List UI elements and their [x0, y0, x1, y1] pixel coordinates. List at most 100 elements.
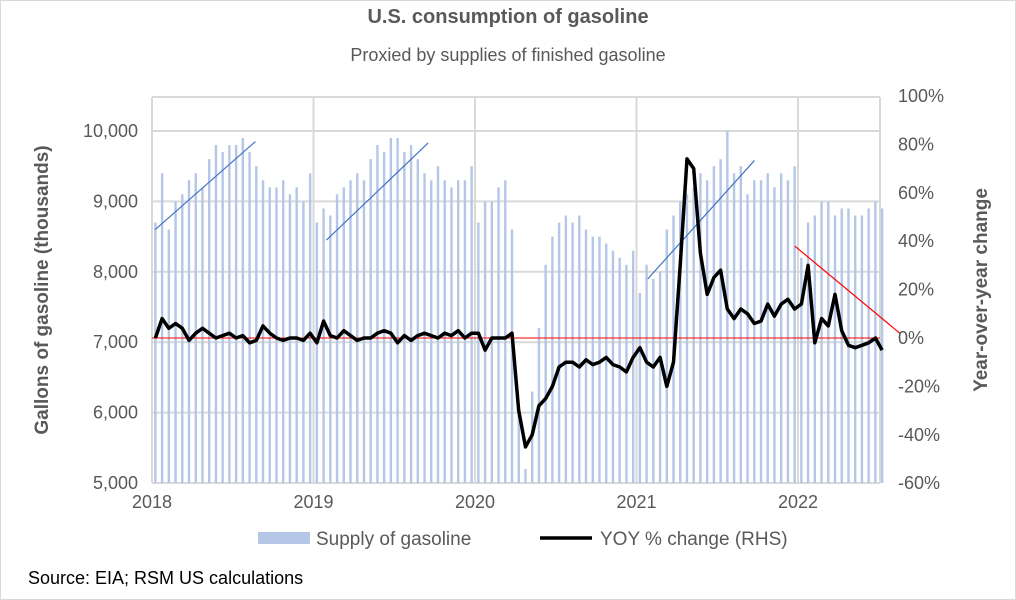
legend-label-yoy: YOY % change (RHS) — [600, 529, 788, 550]
supply-bar — [564, 215, 568, 484]
supply-bar — [880, 208, 884, 483]
supply-bar — [820, 201, 823, 483]
supply-bar — [699, 173, 702, 484]
supply-bar — [282, 180, 285, 483]
supply-bar — [322, 208, 325, 483]
supply-bar — [416, 159, 420, 483]
y2-tick-label: 0% — [898, 328, 924, 348]
supply-bar — [658, 271, 662, 483]
supply-bar — [591, 236, 594, 483]
trendline — [154, 141, 256, 231]
supply-bar — [739, 166, 743, 483]
y2-tick-label: 40% — [898, 231, 934, 251]
supply-bar — [874, 201, 877, 483]
y2-tick-label: 20% — [898, 280, 934, 300]
supply-bar — [214, 145, 218, 483]
supply-bar — [544, 264, 547, 483]
supply-bar — [584, 229, 588, 483]
supply-bar — [194, 173, 197, 484]
supply-bar — [207, 159, 211, 483]
supply-bar — [665, 229, 668, 483]
supply-bar — [800, 257, 803, 483]
supply-bar — [302, 201, 305, 483]
supply-bar — [349, 180, 352, 483]
supply-bar — [753, 180, 756, 483]
supply-bar — [356, 173, 359, 484]
y-tick-label: 10,000 — [83, 121, 138, 141]
supply-bar — [423, 173, 426, 484]
supply-bar — [611, 250, 615, 483]
supply-bar — [436, 166, 440, 483]
y-tick-label: 8,000 — [93, 262, 138, 282]
supply-bar — [315, 222, 319, 483]
supply-bar — [779, 173, 783, 484]
supply-bar — [746, 194, 749, 484]
supply-bar — [786, 180, 790, 483]
supply-bar — [813, 215, 817, 484]
trendline — [647, 160, 755, 280]
x-tick-label: 2019 — [293, 492, 333, 512]
y2-tick-label: -40% — [898, 425, 940, 445]
supply-bar — [477, 222, 480, 483]
supply-bar — [867, 208, 870, 483]
y-tick-label: 5,000 — [93, 473, 138, 493]
supply-bar — [571, 222, 574, 483]
supply-bar — [181, 194, 184, 484]
supply-bar — [833, 215, 837, 484]
y2-tick-label: 80% — [898, 134, 934, 154]
supply-bar — [605, 243, 608, 483]
y2-axis-label: Year-over-year change — [971, 188, 992, 392]
supply-bar — [389, 138, 393, 484]
y2-tick-label: -20% — [898, 376, 940, 396]
source-note: Source: EIA; RSM US calculations — [28, 568, 304, 588]
supply-bar — [598, 236, 601, 483]
supply-bar — [409, 145, 413, 483]
x-tick-label: 2018 — [132, 492, 172, 512]
supply-bar — [652, 278, 655, 483]
supply-bar — [806, 222, 810, 483]
chart-subtitle: Proxied by supplies of finished gasoline — [350, 45, 666, 65]
supply-bar — [255, 166, 258, 483]
supply-bar — [766, 173, 769, 484]
supply-bar — [234, 145, 238, 483]
supply-bar — [685, 194, 689, 484]
x-tick-label: 2021 — [616, 492, 656, 512]
supply-bar — [228, 145, 231, 483]
supply-bar — [793, 166, 796, 483]
supply-bar — [517, 412, 520, 483]
supply-bar — [160, 173, 164, 484]
supply-bar — [396, 138, 399, 484]
supply-bar — [483, 201, 487, 483]
x-tick-label: 2020 — [455, 492, 495, 512]
y2-tick-label: -60% — [898, 473, 940, 493]
supply-bar — [403, 152, 406, 483]
supply-bar — [679, 201, 682, 483]
supply-bar — [827, 201, 830, 483]
supply-bar — [578, 215, 581, 484]
supply-bar — [463, 180, 467, 483]
trendline — [326, 142, 429, 241]
legend-label-supply: Supply of gasoline — [316, 529, 471, 550]
supply-bar — [154, 222, 157, 483]
supply-bar — [295, 187, 298, 483]
supply-bar — [221, 152, 224, 483]
supply-bar — [201, 187, 204, 483]
supply-bar — [510, 229, 514, 483]
supply-bar — [840, 208, 843, 483]
supply-bar — [557, 222, 561, 483]
supply-bar — [773, 187, 776, 483]
supply-bar — [275, 187, 278, 483]
supply-bar — [705, 180, 709, 483]
y-tick-label: 6,000 — [93, 403, 138, 423]
supply-bar — [261, 180, 265, 483]
supply-bar — [732, 173, 736, 484]
supply-bar — [638, 292, 642, 483]
y2-tick-label: 100% — [898, 86, 944, 106]
supply-bar — [470, 166, 473, 483]
supply-bar — [376, 145, 379, 483]
supply-bar — [645, 264, 648, 483]
supply-bar — [342, 187, 345, 483]
legend-swatch-supply — [258, 532, 310, 544]
supply-bar — [551, 236, 554, 483]
